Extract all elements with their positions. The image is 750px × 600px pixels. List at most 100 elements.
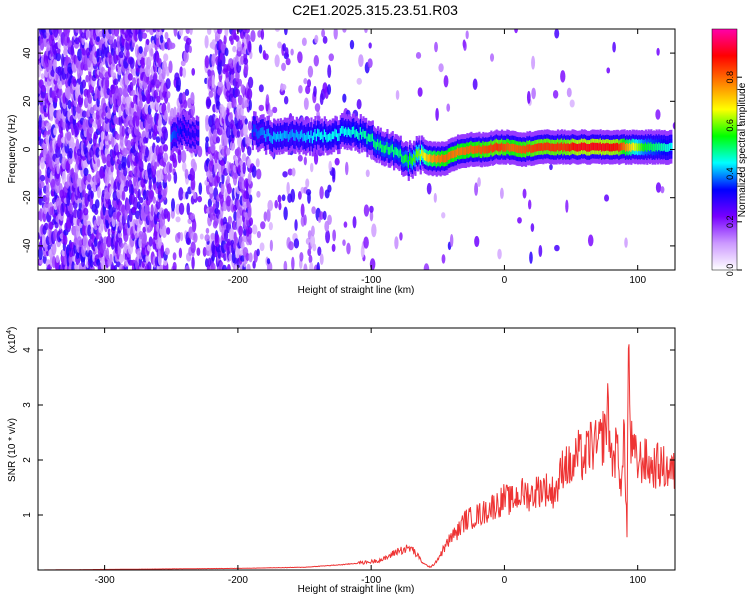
spectrogram-ridge-cell [262, 127, 265, 135]
spectrogram-ridge-cell [548, 143, 552, 151]
spectrogram-noise-cell [660, 186, 665, 194]
spectrogram-ridge-cell [371, 133, 374, 142]
spectrogram-ridge-cell [636, 143, 640, 152]
spectrogram-ridge-cell [604, 143, 608, 151]
spectrogram-ridge-cell [379, 140, 382, 149]
spectrogram-ridge-cell [615, 142, 618, 151]
spectrogram-ridge-cell [650, 142, 653, 150]
spectrogram-noise-cell [606, 67, 611, 74]
spectrogram-noise-cell [96, 186, 101, 199]
spectrogram-ridge-cell [327, 133, 330, 142]
spectrogram-noise-cell [117, 68, 122, 76]
spectrogram-noise-cell [305, 178, 310, 188]
spectrogram-noise-cell [246, 136, 252, 147]
spectrogram-ridge-cell [385, 144, 388, 153]
spectrogram-noise-cell [190, 91, 195, 105]
spectrogram-ridge-cell [321, 131, 324, 140]
spectrogram-noise-cell [552, 89, 559, 99]
spectrogram-noise-cell [190, 241, 196, 254]
spectrogram-ridge-cell [507, 142, 510, 151]
spectrogram-noise-cell [368, 42, 372, 49]
spectrogram-noise-cell [303, 97, 309, 110]
spectrogram-ridge-cell [464, 147, 468, 155]
spectrogram-noise-cell [197, 195, 203, 203]
spectrogram-noise-cell [190, 103, 196, 117]
spectrogram-noise-cell [301, 37, 307, 47]
spectrogram-noise-cell [196, 247, 201, 256]
spectrogram-noise-cell [328, 53, 334, 62]
spectrogram-noise-cell [39, 174, 46, 182]
spectrogram-noise-cell [167, 173, 172, 182]
spectrogram-ridge-cell [298, 133, 301, 142]
spectrogram-ridge-cell [516, 145, 520, 153]
spectrogram-noise-cell [67, 99, 72, 110]
spectrogram-ridge-cell [646, 144, 649, 152]
spectrogram-heatmap [38, 29, 675, 270]
spectrogram-noise-cell [248, 238, 252, 246]
spectrogram-noise-cell [208, 90, 214, 98]
spectrogram-noise-cell [198, 182, 203, 195]
spectrogram-ridge-cell [640, 142, 644, 151]
spectrogram-ridge-cell [170, 134, 173, 143]
spectrogram-ridge-cell [389, 147, 392, 155]
spectrogram-noise-cell [96, 158, 101, 168]
spectrogram-ridge-cell [460, 147, 464, 155]
spectrogram-noise-cell [183, 99, 188, 109]
spectrogram-ridge-cell [181, 129, 184, 137]
spectrogram-noise-cell [45, 122, 52, 130]
spectrogram-noise-cell [53, 127, 58, 136]
spectrogram-ridge-cell [378, 142, 381, 151]
spectrogram-ridge-cell [567, 143, 570, 152]
spectrogram-ridge-cell [662, 143, 665, 152]
spectrogram-noise-cell [655, 109, 661, 120]
spectrogram-ridge-cell [639, 143, 642, 152]
spectrogram-ridge-cell [523, 145, 526, 154]
spectrogram-noise-cell [205, 227, 210, 234]
spectrogram-noise-cell [236, 215, 242, 227]
spectrogram-noise-cell [40, 73, 45, 80]
spectrogram-ridge-cell [623, 142, 626, 151]
spectrogram-noise-cell [120, 242, 124, 249]
spectrogram-ridge-cell [647, 142, 650, 151]
spectrogram-noise-cell [220, 218, 224, 226]
spectrogram-noise-cell [282, 171, 288, 178]
spectrogram-y-tick-label: 20 [22, 95, 33, 107]
spectrogram-noise-cell [158, 112, 163, 126]
spectrogram-ridge-cell [562, 143, 565, 152]
spectrogram-ridge-cell [560, 142, 564, 151]
spectrogram-ridge-cell [626, 142, 629, 151]
spectrogram-noise-cell [75, 29, 79, 34]
spectrogram-ridge-cell [265, 134, 268, 142]
spectrogram-ridge-cell [359, 127, 362, 135]
spectrogram-ridge-cell [373, 139, 376, 148]
spectrogram-ridge-cell [349, 128, 352, 137]
spectrogram-noise-cell [61, 171, 67, 185]
spectrogram-noise-cell [229, 111, 233, 121]
spectrogram-ridge-cell [329, 132, 332, 141]
spectrogram-noise-cell [587, 234, 594, 247]
spectrogram-noise-cell [40, 181, 45, 189]
spectrogram-noise-cell [303, 156, 307, 166]
spectrogram-y-tick-label: -40 [22, 238, 33, 253]
spectrogram-ridge-cell [302, 133, 305, 142]
spectrogram-noise-cell [130, 138, 134, 146]
spectrogram-noise-cell [236, 134, 242, 148]
spectrogram-ridge-cell [550, 143, 553, 152]
spectrogram-noise-cell [68, 202, 73, 215]
spectrogram-noise-cell [178, 247, 183, 259]
spectrogram-noise-cell [83, 207, 89, 216]
spectrogram-ridge-cell [578, 143, 581, 152]
spectrogram-noise-cell [164, 247, 170, 256]
spectrogram-noise-cell [415, 52, 422, 59]
spectrogram-ridge-cell [544, 142, 548, 151]
spectrogram-noise-cell [303, 263, 308, 270]
spectrogram-noise-cell [43, 222, 49, 231]
snr-x-tick-label: 100 [629, 575, 646, 586]
spectrogram-y-axis: -40 -20 0 20 40 [22, 47, 675, 253]
spectrogram-noise-cell [87, 238, 93, 247]
spectrogram-noise-cell [243, 62, 249, 74]
spectrogram-ridge-cell [397, 148, 400, 157]
spectrogram-ridge-cell [619, 143, 622, 151]
spectrogram-noise-cell [225, 125, 231, 139]
